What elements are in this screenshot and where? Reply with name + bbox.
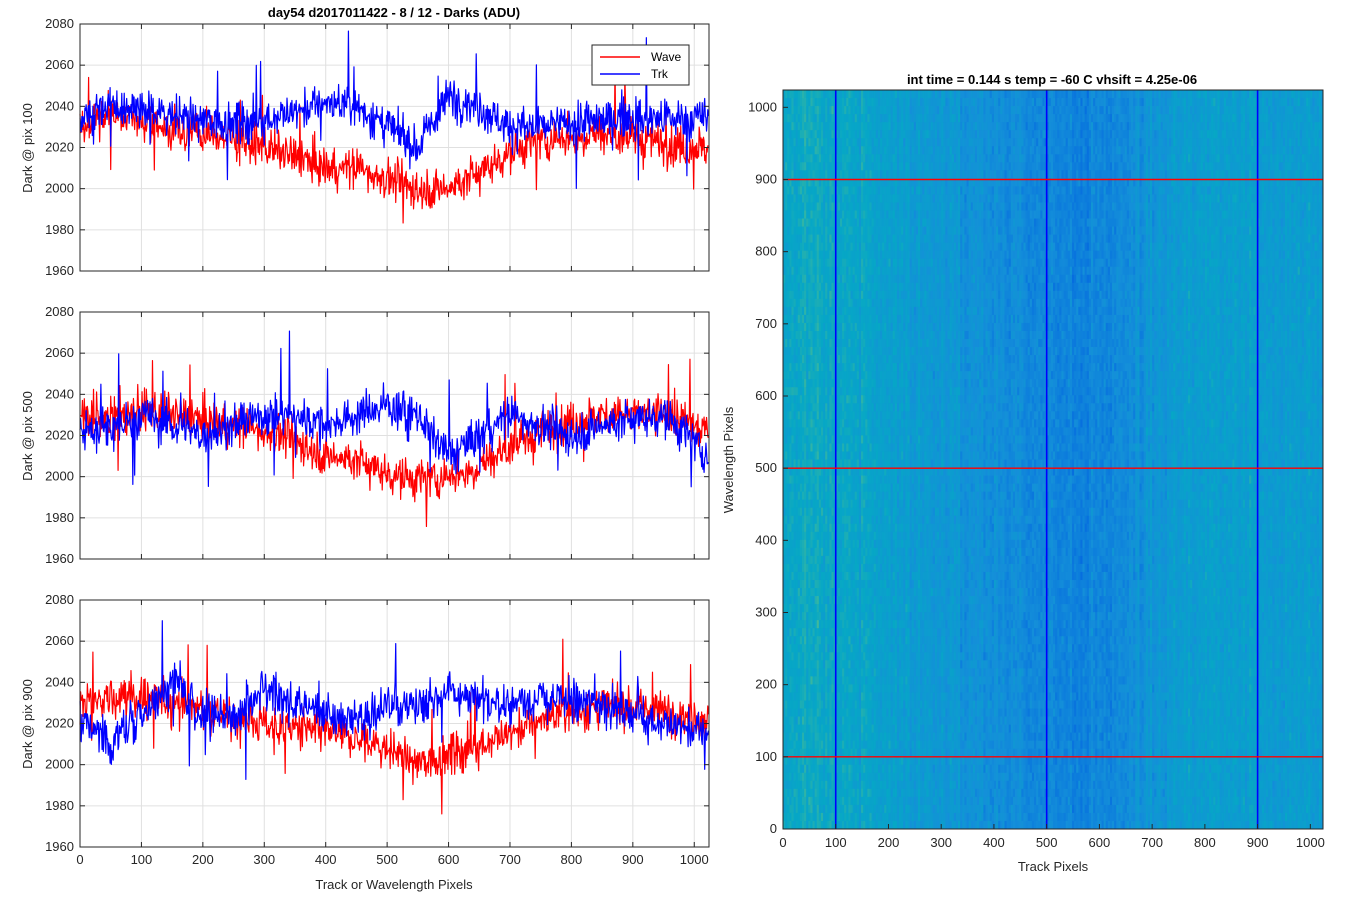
x-tick-label: 300 xyxy=(253,852,275,867)
line-plot-pix-900: 1960 1980 2000 2020 2040 2060 2080 0 100 200 300 4… xyxy=(20,592,709,892)
y-tick-label: 2080 xyxy=(45,304,74,319)
y-tick-labels: 1960 1980 2000 2020 2040 2060 2080 xyxy=(45,592,74,854)
y-axis-label: Dark @ pix 900 xyxy=(20,679,35,769)
y-tick-label: 2040 xyxy=(45,674,74,689)
y-tick-label: 2040 xyxy=(45,98,74,113)
y-axis-label: Dark @ pix 500 xyxy=(20,391,35,481)
x-tick-label: 1000 xyxy=(680,852,709,867)
x-tick-label: 200 xyxy=(192,852,214,867)
y-tick-label: 2060 xyxy=(45,633,74,648)
line-plot-pix-500: 1960 1980 2000 2020 2040 2060 2080 Dark @ pix … xyxy=(20,304,709,566)
y-tick-label: 2020 xyxy=(45,428,74,443)
x-tick-labels: 0 100 200 300 400 500 600 700 800 900 1000 xyxy=(76,852,708,867)
legend: Wave Trk xyxy=(592,45,689,85)
y-tick-label: 1960 xyxy=(45,839,74,854)
y-tick-label: 1980 xyxy=(45,222,74,237)
line-plot-pix-100: day54 d2017011422 - 8 / 12 - Darks (ADU)… xyxy=(20,5,709,278)
x-tick-label: 700 xyxy=(499,852,521,867)
x-axis-label: Track or Wavelength Pixels xyxy=(315,877,473,892)
y-axis-label: Dark @ pix 100 xyxy=(20,103,35,193)
figure-title: day54 d2017011422 - 8 / 12 - Darks (ADU) xyxy=(268,5,520,20)
x-tick-label: 0 xyxy=(76,852,83,867)
y-tick-label: 2060 xyxy=(45,345,74,360)
legend-trk-label: Trk xyxy=(651,67,669,81)
y-tick-label: 2080 xyxy=(45,592,74,607)
x-tick-label: 400 xyxy=(315,852,337,867)
y-tick-label: 2000 xyxy=(45,181,74,196)
y-tick-labels: 1960 1980 2000 2020 2040 2060 2080 xyxy=(45,16,74,278)
y-tick-label: 2000 xyxy=(45,757,74,772)
y-tick-label: 1960 xyxy=(45,263,74,278)
heatmap-plot: int time = 0.144 s temp = -60 C vhsift =… xyxy=(721,72,1325,874)
y-tick-label: 1980 xyxy=(45,510,74,525)
legend-wave-label: Wave xyxy=(651,50,682,64)
x-tick-label: 500 xyxy=(376,852,398,867)
x-tick-label: 900 xyxy=(622,852,644,867)
heatmap-title: int time = 0.144 s temp = -60 C vhsift =… xyxy=(907,72,1197,87)
y-tick-label: 2080 xyxy=(45,16,74,31)
y-tick-label: 2020 xyxy=(45,140,74,155)
heatmap-cells xyxy=(783,90,1323,829)
y-tick-label: 1980 xyxy=(45,798,74,813)
y-tick-labels: 1960 1980 2000 2020 2040 2060 2080 xyxy=(45,304,74,566)
y-tick-label: 1960 xyxy=(45,551,74,566)
y-tick-label: 2040 xyxy=(45,386,74,401)
y-tick-label: 2060 xyxy=(45,57,74,72)
x-tick-label: 800 xyxy=(561,852,583,867)
y-tick-label: 2020 xyxy=(45,716,74,731)
x-tick-label: 600 xyxy=(438,852,460,867)
y-tick-label: 2000 xyxy=(45,469,74,484)
x-tick-label: 100 xyxy=(131,852,153,867)
